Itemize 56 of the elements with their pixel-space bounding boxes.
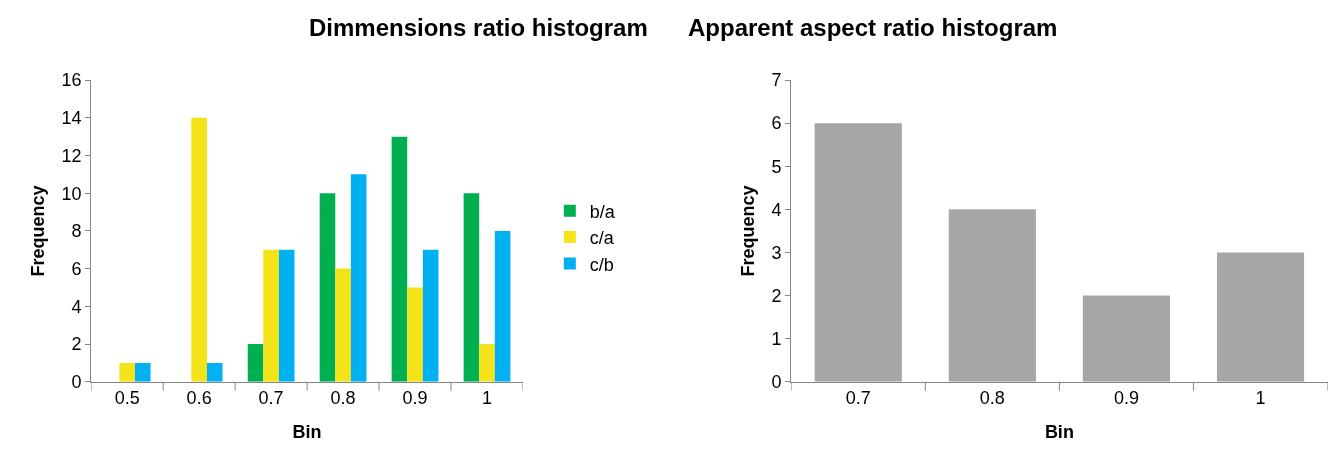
- x-tick-label: 1: [1255, 388, 1266, 409]
- bar: [335, 268, 351, 382]
- bar: [814, 123, 902, 382]
- y-axis-title: Frequency: [737, 185, 758, 277]
- x-tick-label: 0.7: [258, 388, 284, 409]
- y-tick-label: 14: [61, 108, 82, 129]
- y-tick-label: 4: [771, 199, 782, 220]
- x-tick-label: 0.8: [979, 388, 1005, 409]
- bar: [263, 249, 279, 382]
- chart-title: Dimmensions ratio histogram: [309, 14, 648, 41]
- bar: [119, 362, 135, 382]
- x-tick-label: 0.5: [114, 388, 140, 409]
- legend-label: b/a: [589, 201, 616, 222]
- bar: [278, 249, 295, 382]
- bar: [407, 287, 423, 382]
- y-tick-label: 10: [61, 183, 82, 204]
- y-tick-label: 1: [771, 328, 782, 349]
- bar: [206, 362, 223, 382]
- y-axis-title: Frequency: [27, 185, 48, 277]
- bar: [134, 362, 151, 382]
- y-tick-label: 3: [771, 242, 782, 263]
- y-tick-label: 8: [71, 221, 82, 242]
- bar: [948, 209, 1036, 382]
- bar: [350, 174, 367, 382]
- y-tick-label: 12: [61, 145, 82, 166]
- legend-label: c/a: [589, 228, 615, 249]
- bar: [191, 117, 207, 382]
- bar: [1082, 295, 1171, 382]
- chart-title: Apparent aspect ratio histogram: [688, 14, 1058, 41]
- y-tick-label: 2: [771, 285, 782, 306]
- x-axis-title: Bin: [1044, 422, 1074, 443]
- y-tick-label: 0: [71, 372, 82, 393]
- x-tick-label: 0.7: [845, 388, 871, 409]
- x-tick-label: 0.6: [186, 388, 212, 409]
- y-tick-label: 16: [61, 70, 82, 91]
- bar: [422, 249, 439, 382]
- y-tick-label: 6: [771, 113, 782, 134]
- x-tick-label: 0.9: [1113, 388, 1139, 409]
- y-tick-label: 5: [771, 156, 782, 177]
- y-tick-label: 6: [71, 258, 82, 279]
- x-axis-title: Bin: [292, 422, 322, 443]
- bar: [463, 193, 480, 382]
- bar: [247, 344, 264, 382]
- x-tick-label: 0.8: [330, 388, 356, 409]
- y-tick-label: 2: [71, 334, 82, 355]
- y-tick-label: 7: [771, 70, 782, 91]
- legend-label: c/b: [589, 254, 614, 275]
- y-tick-label: 0: [771, 372, 782, 393]
- bar: [1216, 252, 1305, 382]
- bar: [391, 136, 408, 382]
- bar: [494, 230, 511, 382]
- y-tick-label: 4: [71, 296, 82, 317]
- x-tick-label: 1: [482, 388, 493, 409]
- bar: [319, 193, 336, 382]
- x-tick-label: 0.9: [402, 388, 428, 409]
- bar: [479, 344, 495, 382]
